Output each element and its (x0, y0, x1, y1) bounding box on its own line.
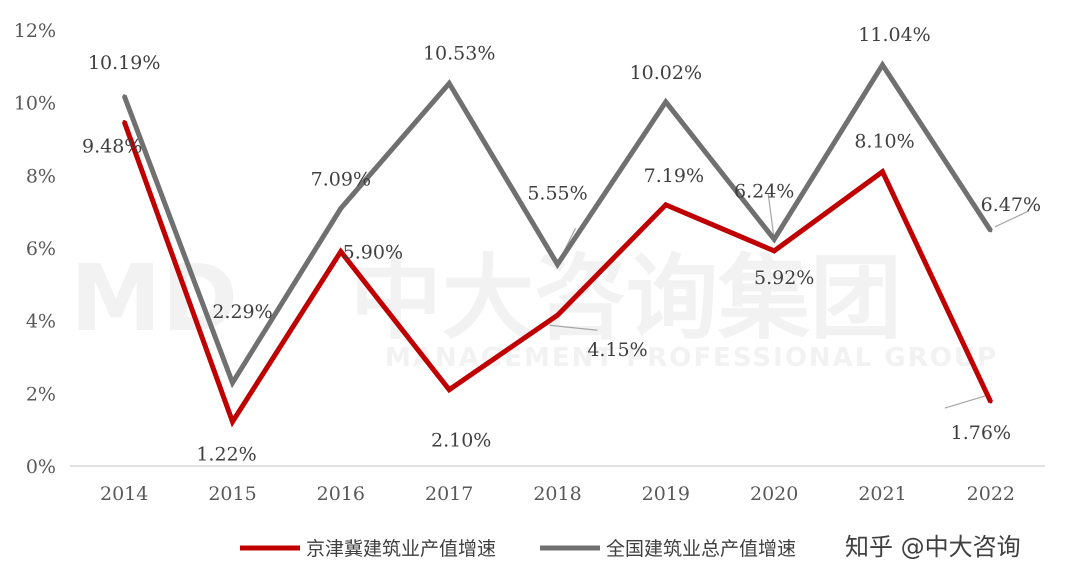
x-tick-label: 2017 (425, 483, 473, 505)
data-label: 10.02% (630, 62, 702, 84)
data-point (447, 81, 451, 85)
data-label: 7.19% (644, 165, 704, 187)
data-label: 2.10% (431, 430, 491, 452)
data-label: 6.24% (734, 180, 794, 202)
data-point (989, 229, 993, 233)
x-tick-label: 2016 (317, 483, 365, 505)
y-tick-label: 6% (26, 238, 56, 260)
data-label: 5.55% (527, 182, 587, 204)
x-tick-label: 2022 (967, 483, 1015, 505)
axes: 0% 2% 4% 6% 8% 10% 12% 2014 2015 2016 2017 2018 2019… (14, 20, 1045, 505)
data-labels: 9.48% 1.22% 5.90% 2.10% 4.15% 7.19% 5.92% 8.10%… (82, 24, 1041, 466)
data-label: 1.22% (196, 444, 256, 466)
watermark-english: MANAGEMENT PROFESSIONAL GROUP (385, 343, 998, 373)
x-tick-label: 2019 (642, 483, 690, 505)
data-point (881, 63, 884, 67)
data-point (772, 237, 776, 241)
x-tick-label: 2018 (533, 483, 581, 505)
data-label: 5.92% (754, 267, 814, 289)
data-point (772, 249, 776, 253)
leader-line (549, 324, 598, 331)
data-label: 10.19% (88, 52, 160, 74)
data-point (556, 313, 559, 317)
data-point (231, 420, 234, 424)
y-tick-label: 10% (14, 93, 56, 115)
leader-line (994, 210, 1030, 228)
data-point (339, 206, 343, 210)
data-point (122, 120, 126, 124)
data-label: 7.09% (311, 168, 371, 190)
data-label: 6.47% (981, 194, 1041, 216)
data-label: 8.10% (854, 131, 914, 153)
y-tick-label: 0% (26, 456, 56, 478)
data-label: 1.76% (951, 422, 1011, 444)
watermark: MD 中大咨询集团 MANAGEMENT PROFESSIONAL GROUP (70, 245, 998, 373)
data-label: 4.15% (587, 339, 647, 361)
data-point (664, 100, 668, 104)
y-tick-label: 2% (26, 383, 56, 405)
data-point (447, 388, 451, 392)
data-label: 11.04% (858, 24, 930, 46)
legend-label-beijing-tianjin-hebei: 京津冀建筑业产值增速 (306, 538, 496, 560)
leader-line (767, 193, 775, 240)
data-point (231, 381, 234, 385)
data-label: 10.53% (423, 42, 495, 64)
data-point (881, 170, 884, 174)
x-tick-label: 2015 (208, 483, 256, 505)
series-layer (121, 60, 994, 428)
watermark-chinese: 中大咨询集团 (350, 245, 902, 352)
data-point (339, 250, 343, 254)
data-label: 9.48% (82, 136, 142, 158)
leader-line (944, 395, 986, 409)
data-label: 2.29% (212, 301, 272, 323)
data-label: 5.90% (343, 242, 403, 264)
x-tick-label: 2014 (100, 483, 148, 505)
data-point (664, 203, 668, 207)
y-tick-label: 12% (14, 20, 56, 42)
data-point (989, 400, 993, 404)
legend: 京津冀建筑业产值增速 全国建筑业总产值增速 (240, 538, 796, 560)
watermark-logo: MD (70, 245, 238, 352)
x-tick-label: 2021 (858, 483, 906, 505)
source-watermark: 知乎 @中大咨询 (845, 533, 1021, 561)
x-tick-label: 2020 (750, 483, 798, 505)
data-point (122, 94, 126, 98)
y-tick-label: 8% (26, 165, 56, 187)
data-point (556, 262, 559, 266)
y-tick-label: 4% (26, 311, 56, 333)
legend-label-national: 全国建筑业总产值增速 (606, 538, 796, 560)
